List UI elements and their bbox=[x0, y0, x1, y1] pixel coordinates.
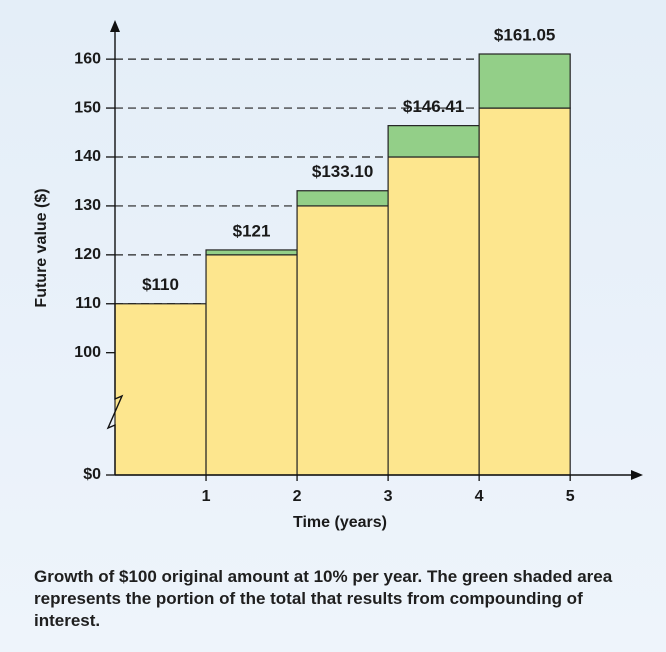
y-tick-label: $0 bbox=[83, 466, 101, 483]
bar-segment bbox=[205, 249, 298, 256]
value-label: $110 bbox=[142, 275, 179, 294]
caption: Growth of $100 original amount at 10% pe… bbox=[34, 567, 613, 630]
y-tick-label: 110 bbox=[75, 295, 101, 312]
bar-segment bbox=[296, 205, 389, 476]
x-tick-label: 5 bbox=[566, 488, 575, 505]
value-label: $146.41 bbox=[403, 97, 464, 116]
y-tick-label: 120 bbox=[74, 246, 101, 263]
x-axis-arrow bbox=[631, 470, 643, 480]
bar-segment bbox=[478, 53, 571, 109]
y-tick-label: 140 bbox=[74, 148, 101, 165]
bar-segment bbox=[114, 303, 207, 476]
bar-segment bbox=[478, 107, 571, 476]
y-axis bbox=[106, 28, 124, 475]
x-tick-label: 2 bbox=[293, 488, 302, 505]
y-tick-label: 100 bbox=[74, 344, 101, 361]
value-label: $161.05 bbox=[494, 25, 555, 44]
chart: Time (years) Future value ($) $010011012… bbox=[33, 20, 643, 531]
bar-segment bbox=[296, 190, 389, 207]
x-tick-label: 1 bbox=[202, 488, 211, 505]
x-tick-label: 4 bbox=[475, 488, 484, 505]
bar-segment bbox=[387, 156, 480, 476]
y-tick-label: 130 bbox=[74, 197, 101, 214]
y-axis-title: Future value ($) bbox=[33, 188, 50, 307]
y-axis-arrow bbox=[110, 20, 120, 32]
x-axis-title: Time (years) bbox=[293, 514, 387, 531]
value-label: $133.10 bbox=[312, 162, 373, 181]
y-tick-label: 160 bbox=[74, 50, 101, 67]
value-label: $121 bbox=[233, 221, 271, 240]
x-tick-label: 3 bbox=[384, 488, 393, 505]
y-tick-label: 150 bbox=[74, 99, 101, 116]
bar-segment bbox=[387, 125, 480, 158]
bar-segment bbox=[205, 254, 298, 476]
